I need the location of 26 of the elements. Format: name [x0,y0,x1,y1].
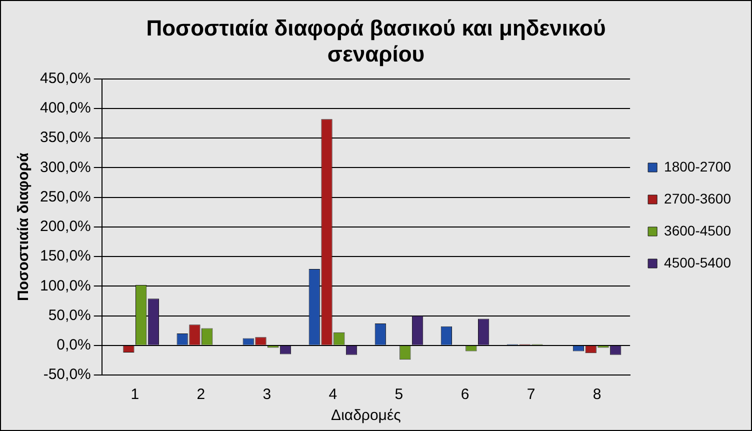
y-tick-label: 50,0% [48,306,91,324]
legend-label: 2700-3600 [664,190,732,206]
y-tick-label: 450,0% [40,70,91,87]
x-tick-label: 8 [592,386,602,404]
x-tick-label: 6 [460,386,470,404]
legend-label: 3600-4500 [664,222,732,238]
y-tick-label: 0,0% [56,336,91,354]
y-tick-label: 200,0% [40,218,91,236]
x-tick-label: 2 [196,386,206,404]
x-tick-label: 7 [526,386,536,404]
y-tick-label: 350,0% [40,129,91,146]
chart-title: Ποσοστιαία διαφορά βασικού και μηδενικού σεναρίου [146,15,606,67]
y-tick-label: -50,0% [43,366,91,384]
x-tick-label: 1 [130,386,140,404]
y-tick-label: 300,0% [40,158,91,176]
legend-label: 4500-5400 [664,254,732,270]
y-tick-label: 150,0% [40,248,91,265]
y-axis-title: Ποσοστιαία διαφορά [15,152,32,301]
x-tick-label: 5 [394,386,404,404]
x-axis-title: Διαδρομές [331,407,401,424]
y-tick-label: 100,0% [40,277,91,294]
x-tick-label: 3 [262,386,272,404]
y-tick-label: 400,0% [40,100,91,117]
y-tick-label: 250,0% [40,188,91,206]
x-tick-label: 4 [328,386,338,404]
legend-label: 1800-2700 [664,158,732,174]
